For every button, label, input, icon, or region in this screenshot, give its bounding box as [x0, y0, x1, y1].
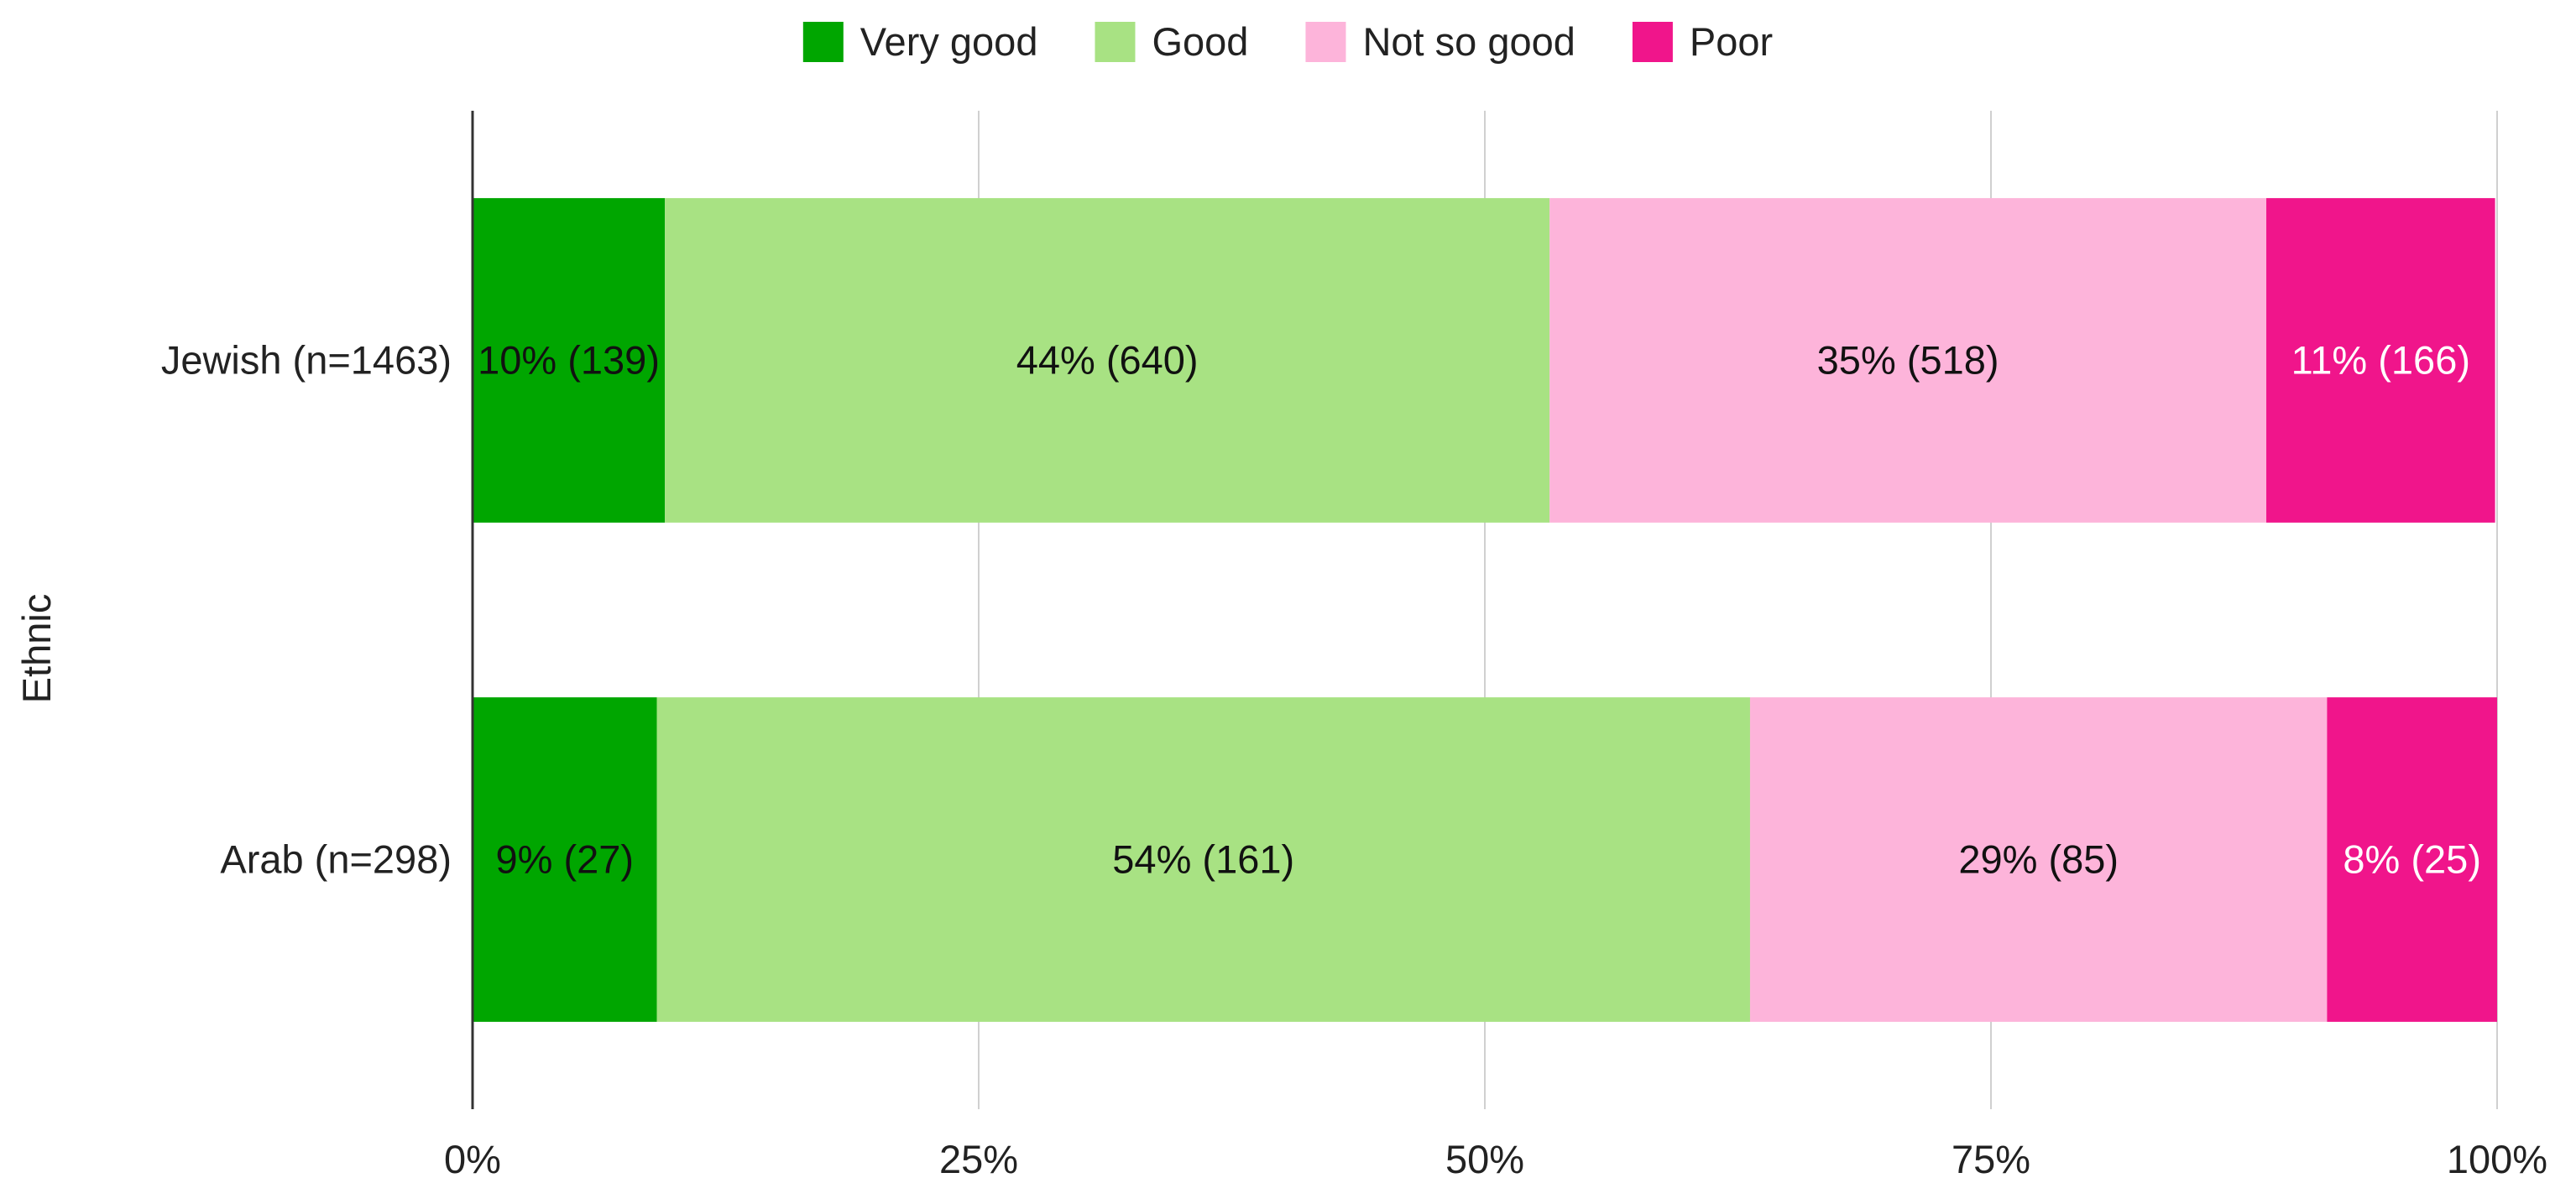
category-labels: Jewish (n=1463) Arab (n=298) — [161, 338, 452, 882]
x-tick-label: 50% — [1445, 1137, 1524, 1181]
legend: Very good Good Not so good Poor — [802, 19, 1773, 64]
legend-item-not-so-good: Not so good — [1305, 19, 1575, 64]
legend-swatch — [1305, 22, 1346, 62]
x-tick-label: 0% — [444, 1137, 501, 1181]
bar-jewish-n-1463-not-so-good — [1549, 198, 2267, 523]
data-label-arab-n-298-not-so-good: 29% (85) — [1958, 837, 2119, 882]
data-label-arab-n-298-poor: 8% (25) — [2343, 837, 2481, 882]
bar-jewish-n-1463-very-good — [473, 198, 666, 523]
legend-label: Good — [1152, 19, 1248, 64]
x-tick-label: 25% — [939, 1137, 1018, 1181]
bar-jewish-n-1463-good — [665, 198, 1550, 523]
legend-item-good: Good — [1095, 19, 1248, 64]
y-axis-title: Ethnic — [14, 594, 59, 704]
bar-arab-n-298-very-good — [473, 697, 657, 1022]
category-label: Arab (n=298) — [220, 837, 452, 882]
legend-item-poor: Poor — [1632, 19, 1773, 64]
legend-swatch — [802, 22, 844, 62]
category-label: Jewish (n=1463) — [161, 338, 452, 383]
legend-swatch — [1095, 22, 1136, 62]
bar-arab-n-298-poor — [2327, 697, 2497, 1022]
bar-arab-n-298-good — [656, 697, 1750, 1022]
bars — [473, 198, 2497, 1022]
bar-arab-n-298-not-so-good — [1749, 697, 2328, 1022]
data-label-jewish-n-1463-poor: 11% (166) — [2291, 338, 2470, 383]
data-label-jewish-n-1463-very-good: 10% (139) — [478, 338, 660, 383]
legend-item-very-good: Very good — [802, 19, 1038, 64]
data-label-arab-n-298-good: 54% (161) — [1112, 837, 1294, 882]
x-tick-label: 75% — [1952, 1137, 2030, 1181]
legend-label: Not so good — [1362, 19, 1575, 64]
bar-jewish-n-1463-poor — [2266, 198, 2495, 523]
data-label-jewish-n-1463-good: 44% (640) — [1016, 338, 1199, 383]
x-tick-label: 100% — [2447, 1137, 2547, 1181]
data-label-arab-n-298-very-good: 9% (27) — [495, 837, 634, 882]
data-label-jewish-n-1463-not-so-good: 35% (518) — [1817, 338, 1999, 383]
x-tick-labels: 0% 25% 50% 75% 100% — [444, 1137, 2547, 1181]
data-labels: 10% (139) 44% (640) 35% (518) 11% (166) 9% (… — [478, 338, 2481, 882]
legend-label: Poor — [1690, 19, 1773, 64]
legend-swatch — [1632, 22, 1673, 62]
legend-label: Very good — [860, 19, 1038, 64]
